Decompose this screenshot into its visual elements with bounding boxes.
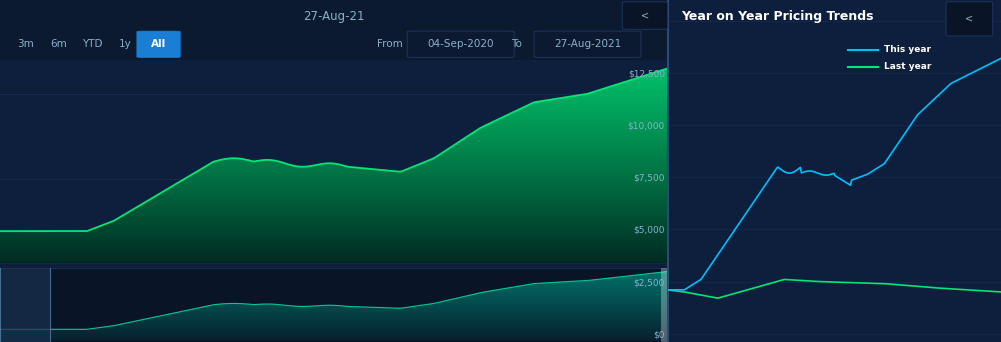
Text: This year: This year <box>884 45 931 54</box>
Text: Year on Year Pricing Trends: Year on Year Pricing Trends <box>681 10 874 23</box>
Bar <box>661 267 668 342</box>
FancyBboxPatch shape <box>137 31 180 57</box>
FancyBboxPatch shape <box>946 2 993 36</box>
Text: 3m: 3m <box>17 39 33 49</box>
Bar <box>0 267 50 342</box>
Text: All: All <box>151 39 166 49</box>
Text: Last year: Last year <box>884 62 932 71</box>
Text: 6m: 6m <box>50 39 67 49</box>
Text: 1y: 1y <box>119 39 131 49</box>
Text: 04-Sep-2020: 04-Sep-2020 <box>427 39 493 49</box>
Text: From: From <box>377 39 403 49</box>
FancyBboxPatch shape <box>623 2 668 29</box>
Text: <: < <box>641 11 649 21</box>
Text: 27-Aug-2021: 27-Aug-2021 <box>554 39 622 49</box>
Text: 27-Aug-21: 27-Aug-21 <box>303 10 364 23</box>
Text: To: To <box>511 39 522 49</box>
Text: YTD: YTD <box>81 39 102 49</box>
Text: <: < <box>965 14 973 24</box>
